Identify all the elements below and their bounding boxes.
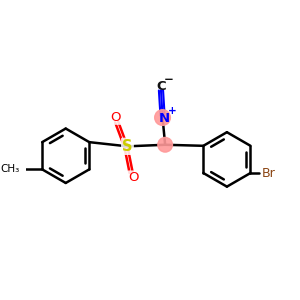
- Text: C: C: [156, 80, 166, 93]
- Text: +: +: [168, 106, 177, 116]
- Text: −: −: [164, 74, 174, 86]
- Text: O: O: [128, 171, 139, 184]
- Text: S: S: [122, 139, 133, 154]
- Text: CH₃: CH₃: [0, 164, 20, 174]
- Text: O: O: [111, 111, 121, 124]
- Ellipse shape: [158, 137, 172, 152]
- Text: Br: Br: [262, 167, 276, 179]
- Text: N: N: [159, 112, 170, 124]
- Ellipse shape: [155, 110, 170, 125]
